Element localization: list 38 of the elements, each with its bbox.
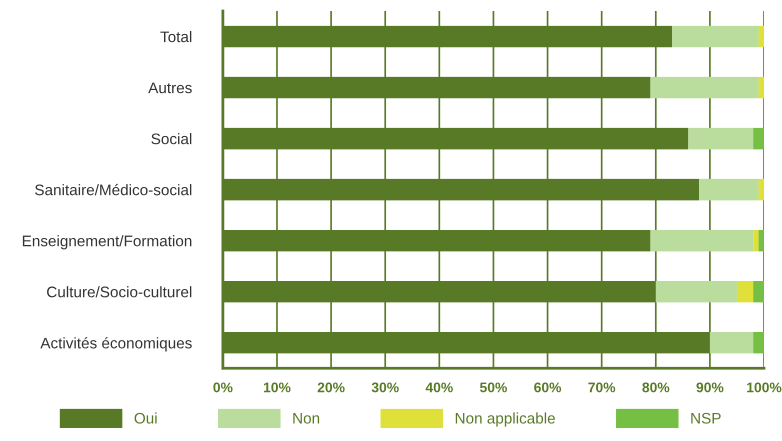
bar	[650, 230, 754, 252]
bar	[650, 76, 759, 98]
y-tick-label: Total	[160, 31, 192, 42]
y-tick-label: Autres	[148, 82, 192, 94]
x-tick-label: 60%	[534, 382, 562, 392]
bar	[758, 26, 764, 48]
bar	[753, 230, 759, 252]
x-tick-label: 10%	[264, 382, 291, 392]
bar	[753, 280, 764, 302]
bar	[758, 230, 764, 252]
x-tick-label: 0%	[213, 382, 233, 392]
bar	[699, 178, 759, 200]
bar	[688, 128, 754, 150]
legend-label: Non applicable	[456, 412, 555, 427]
bar	[758, 178, 764, 200]
legend-label: Oui	[134, 412, 157, 424]
y-tick-label: Activités économiques	[40, 337, 192, 352]
y-tick-label: Social	[151, 133, 192, 144]
bar	[656, 280, 737, 302]
bar	[753, 332, 764, 354]
bar	[736, 280, 754, 302]
legend-label: NSP	[691, 412, 721, 424]
bar	[758, 76, 764, 98]
legend-label: Non	[293, 412, 320, 424]
bar	[672, 26, 759, 48]
bar	[753, 128, 764, 150]
x-tick-label: 100%	[747, 382, 782, 392]
y-tick-label: Sanitaire/Médico-social	[35, 184, 192, 196]
x-tick-label: 70%	[588, 382, 616, 392]
x-tick-label: 50%	[480, 382, 507, 392]
x-tick-label: 30%	[372, 382, 399, 392]
x-tick-label: 40%	[426, 382, 453, 392]
y-tick-label: Culture/Socio-culturel	[47, 286, 192, 298]
bar	[710, 332, 754, 354]
y-tick-label: Enseignement/Formation	[22, 235, 192, 250]
x-tick-label: 20%	[318, 382, 345, 392]
x-tick-label: 90%	[696, 382, 724, 392]
x-tick-label: 80%	[642, 382, 670, 392]
